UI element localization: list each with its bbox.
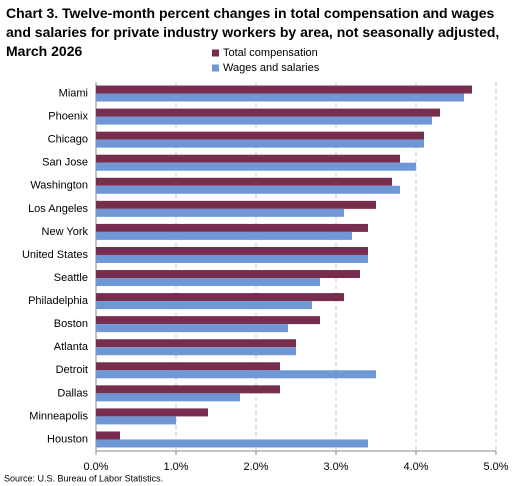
legend-swatch xyxy=(212,64,219,72)
y-tick-label: Minneapolis xyxy=(29,410,88,422)
legend-label: Total compensation xyxy=(223,47,318,59)
y-tick-label: Phoenix xyxy=(48,111,88,123)
bar xyxy=(96,431,120,440)
bar xyxy=(96,278,320,287)
source-note: Source: U.S. Bureau of Labor Statistics. xyxy=(4,473,163,483)
x-tick-label: 1.0% xyxy=(163,461,188,473)
bar xyxy=(96,200,376,209)
bar xyxy=(96,324,288,333)
bar xyxy=(96,185,400,194)
x-tick-label: 5.0% xyxy=(483,461,508,473)
bar xyxy=(96,116,432,125)
bar xyxy=(96,254,368,263)
bar xyxy=(96,416,176,425)
bar xyxy=(96,162,416,171)
bar xyxy=(96,108,440,117)
y-tick-label: Los Angeles xyxy=(28,203,88,215)
bar xyxy=(96,439,368,448)
bar xyxy=(96,408,208,417)
bar xyxy=(96,139,424,148)
x-tick-label: 2.0% xyxy=(243,461,268,473)
y-tick-label: Miami xyxy=(59,87,88,99)
y-tick-label: Houston xyxy=(47,433,88,445)
bar xyxy=(96,393,240,402)
y-tick-label: San Jose xyxy=(42,157,88,169)
y-tick-label: New York xyxy=(42,226,89,238)
chart-title: Chart 3. Twelve-month percent changes in… xyxy=(6,5,500,59)
y-tick-label: Washington xyxy=(30,180,88,192)
bar xyxy=(96,370,376,379)
y-tick-label: United States xyxy=(22,249,89,261)
bar xyxy=(96,93,464,102)
bar xyxy=(96,362,280,371)
y-tick-label: Detroit xyxy=(56,364,88,376)
bar xyxy=(96,246,368,255)
bar xyxy=(96,316,320,325)
y-tick-label: Seattle xyxy=(54,272,88,284)
bar xyxy=(96,85,472,94)
legend-swatch xyxy=(212,49,219,57)
bar xyxy=(96,208,344,217)
bar xyxy=(96,293,344,302)
bar xyxy=(96,301,312,310)
bar xyxy=(96,131,424,140)
y-tick-label: Dallas xyxy=(57,387,88,399)
bar xyxy=(96,231,352,240)
x-tick-label: 4.0% xyxy=(403,461,428,473)
y-tick-label: Boston xyxy=(54,318,88,330)
bar xyxy=(96,154,400,163)
y-tick-label: Atlanta xyxy=(54,341,89,353)
x-tick-label: 0.0% xyxy=(83,461,108,473)
bar xyxy=(96,270,360,279)
bar xyxy=(96,177,392,186)
legend-label: Wages and salaries xyxy=(223,62,320,74)
bar xyxy=(96,385,280,394)
y-tick-label: Chicago xyxy=(48,134,88,146)
x-tick-label: 3.0% xyxy=(323,461,348,473)
y-tick-label: Philadelphia xyxy=(28,295,89,307)
bar xyxy=(96,347,296,356)
bar xyxy=(96,339,296,348)
bar xyxy=(96,223,368,232)
